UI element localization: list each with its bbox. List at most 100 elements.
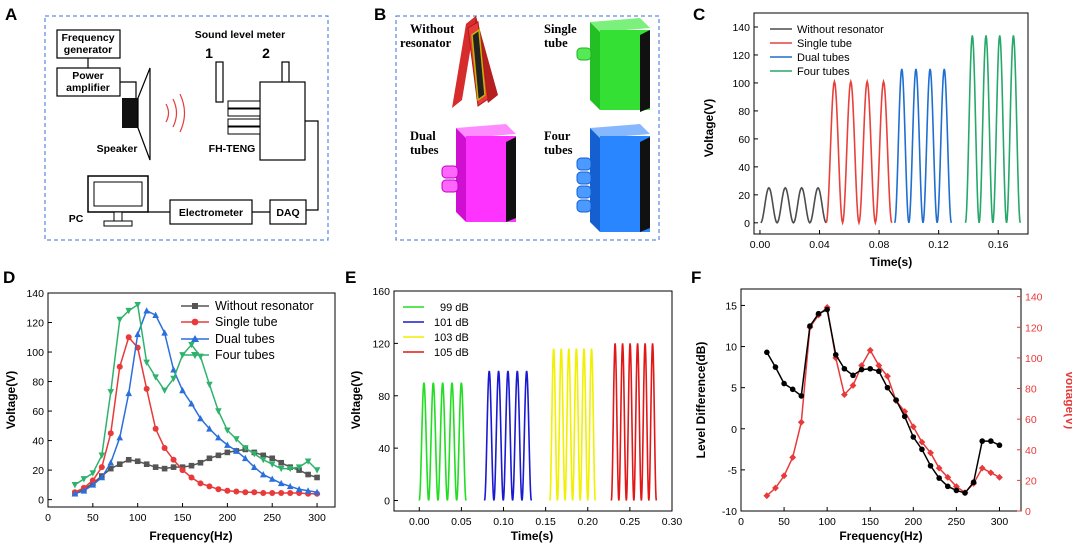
panel-b: B Without resonator Single tube Dual tub… [374, 5, 660, 241]
data-point [161, 329, 168, 336]
x-tick-label: 250 [948, 516, 966, 528]
data-point [71, 490, 79, 497]
tube-icon [227, 100, 261, 109]
x-tick-label: 200 [905, 516, 923, 528]
tube-icon [576, 185, 592, 199]
series-line [610, 343, 658, 501]
data-point-level-difference [936, 475, 942, 481]
config-without-label-2: resonator [400, 36, 452, 50]
series-line [549, 348, 597, 501]
x-tick-label: 0.16 [988, 239, 1009, 251]
data-point [233, 436, 240, 443]
panel-label-a: A [5, 5, 17, 24]
y-tick-label: 10 [725, 342, 737, 354]
daq-label: DAQ [276, 207, 299, 219]
data-point [242, 489, 249, 496]
speaker-label: Speaker [97, 143, 138, 155]
series-line [825, 78, 893, 226]
data-point-level-difference [772, 364, 779, 370]
box-left [590, 22, 600, 110]
power-amplifier-label-2: amplifier [66, 82, 110, 94]
wire [120, 81, 137, 101]
data-point [125, 456, 132, 463]
series-line-level-difference [766, 308, 1000, 494]
data-point [170, 456, 177, 463]
panel-b-frame [395, 15, 660, 241]
position-1-label: 1 [205, 45, 213, 61]
series-line-voltage [766, 305, 1000, 497]
tube-icon [441, 165, 459, 179]
y-tick-label: 15 [725, 300, 737, 312]
data-point [89, 477, 96, 484]
pc-screen [93, 181, 143, 207]
data-point-level-difference [841, 365, 848, 372]
data-point-voltage [789, 454, 797, 461]
legend-entry: Without resonator [215, 299, 314, 313]
y-tick-label: 140 [732, 22, 750, 34]
tube-icon [576, 199, 592, 213]
series-line [964, 35, 1022, 223]
x-tick-label: 0.05 [451, 516, 472, 528]
data-point [143, 385, 150, 392]
data-point [170, 366, 177, 373]
config-without-label-1: Without [410, 22, 455, 36]
y-tick-label: 80 [378, 391, 390, 403]
data-point [161, 465, 168, 472]
x-tick-label: 0.25 [620, 516, 641, 528]
series-line [74, 448, 318, 495]
data-point [224, 487, 231, 494]
data-point-voltage [987, 469, 995, 477]
y-tick-label: 0 [744, 218, 750, 230]
data-point-voltage [978, 464, 986, 472]
y-tick-label: 80 [32, 377, 44, 389]
data-point-voltage [858, 362, 866, 369]
y-tick-label: -5 [728, 465, 737, 477]
data-point [206, 455, 213, 462]
data-point [152, 311, 159, 318]
data-point [134, 302, 141, 309]
pc-stand [113, 211, 123, 222]
legend-marker [192, 303, 198, 309]
panel-c-series [760, 35, 1022, 226]
data-point-level-difference [979, 438, 986, 444]
data-point [215, 434, 222, 441]
frequency-generator-box [56, 29, 121, 59]
panel-d-ylabel: Voltage(V) [4, 371, 18, 429]
data-point [71, 482, 79, 489]
data-point-level-difference [901, 413, 908, 420]
legend-entry: 99 dB [440, 302, 469, 314]
data-point-level-difference [798, 393, 805, 399]
data-point [161, 444, 168, 451]
speaker-magnet [122, 98, 138, 128]
data-point-level-difference [789, 386, 796, 393]
tube-icon [576, 157, 592, 171]
data-point [197, 414, 204, 422]
y-tick-label: 60 [1025, 414, 1037, 426]
config-four-label-1: Four [544, 129, 571, 143]
data-point-level-difference [858, 366, 865, 373]
legend-entry: 103 dB [434, 332, 469, 344]
panel-f: F 0 50 100 150 200 250 300-10-5051015020406080… [691, 268, 1072, 543]
data-point [277, 479, 285, 487]
data-point [134, 330, 141, 338]
data-point [179, 386, 186, 394]
series-line [74, 303, 318, 486]
data-point [287, 489, 294, 496]
data-point [89, 481, 97, 488]
sound-level-meter-label: Sound level meter [195, 29, 285, 41]
x-tick-label: 0.00 [409, 516, 430, 528]
x-tick-label: 0.15 [535, 516, 556, 528]
data-point [314, 474, 320, 481]
x-tick-label: 0.12 [928, 239, 949, 251]
panel-a-frame [44, 15, 329, 241]
legend-entry: Four tubes [215, 348, 275, 362]
x-tick-label: 300 [991, 516, 1009, 528]
data-point [179, 467, 186, 474]
data-point [233, 447, 240, 454]
data-point [295, 464, 303, 471]
data-point [125, 307, 133, 315]
data-point [286, 465, 294, 473]
tube-icon [227, 118, 261, 127]
y-tick-label: 60 [32, 406, 44, 418]
data-point [152, 464, 159, 470]
